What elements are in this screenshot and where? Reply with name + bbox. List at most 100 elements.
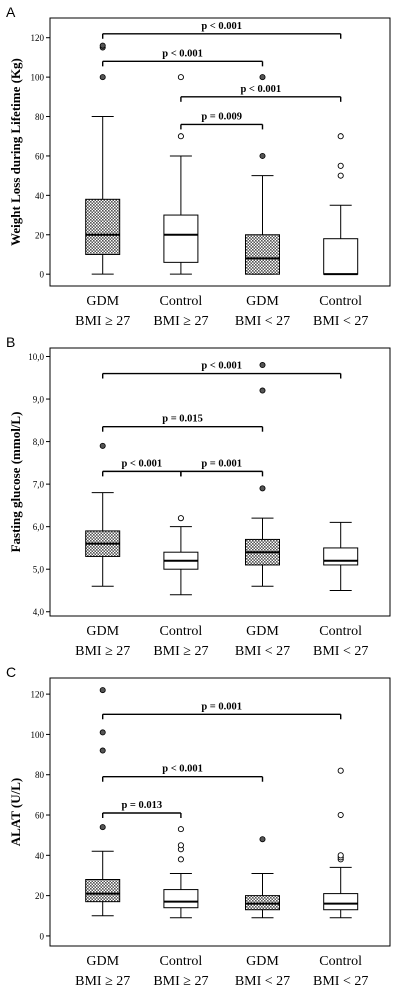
y-axis-label: Weight Loss during Lifetime (Kg) [8,58,23,246]
y-tick-label: 7,0 [33,480,45,490]
category-label: GDM [86,294,119,309]
y-tick-label: 0 [40,931,45,941]
y-tick-label: 60 [35,151,45,161]
p-value-label: p = 0.015 [162,414,203,425]
outlier-point [259,152,266,159]
y-tick-label: 20 [35,891,45,901]
outlier-point [177,515,184,522]
outlier-point [259,362,266,369]
category-label: BMI ≥ 27 [75,644,130,659]
category-label: BMI ≥ 27 [75,314,130,329]
y-axis-label: ALAT (U/L) [8,778,23,847]
category-label: BMI ≥ 27 [153,314,208,329]
outlier-point [337,172,344,179]
y-tick-label: 40 [35,191,45,201]
panel-letter-b: B [6,334,16,350]
outlier-point [337,162,344,169]
outlier-point [99,74,106,81]
outlier-point [99,729,106,736]
p-value-label: p = 0.001 [201,458,242,469]
outlier-point [177,842,184,849]
category-label: BMI < 27 [235,974,290,989]
category-label: BMI < 27 [313,644,368,659]
p-value-label: p < 0.001 [240,84,281,95]
category-label: Control [319,624,362,639]
outlier-point [259,485,266,492]
y-tick-label: 40 [35,851,45,861]
box [323,547,359,566]
y-tick-label: 9,0 [33,395,45,405]
y-tick-label: 80 [35,112,45,122]
outlier-point [337,767,344,774]
panel-letter-c: C [6,664,17,680]
box [323,238,359,275]
category-label: BMI < 27 [313,314,368,329]
p-value-label: p = 0.001 [201,701,242,712]
outlier-point [337,133,344,140]
plot-frame [49,17,391,287]
category-label: GDM [246,624,279,639]
y-tick-label: 100 [31,73,45,83]
box [85,198,121,255]
y-tick-label: 4,0 [33,607,45,617]
y-tick-label: 8,0 [33,437,45,447]
category-label: BMI ≥ 27 [153,644,208,659]
box [245,234,280,275]
p-value-label: p < 0.001 [121,458,162,469]
outlier-point [337,852,344,859]
outlier-point [99,42,106,49]
outlier-point [177,826,184,833]
outlier-point [337,811,344,819]
box [163,889,199,909]
box [85,879,121,903]
panel-letter-a: A [6,4,16,20]
category-label: GDM [246,294,279,309]
p-value-label: p = 0.009 [201,111,242,122]
category-label: BMI < 27 [235,644,290,659]
box [323,893,359,911]
plot-frame [49,347,391,617]
p-value-label: p < 0.001 [201,21,242,32]
y-tick-label: 80 [35,770,45,780]
category-label: BMI < 27 [235,314,290,329]
p-value-label: p < 0.001 [201,361,242,372]
category-label: Control [160,294,203,309]
category-label: Control [319,954,362,969]
y-tick-label: 10,0 [28,352,44,362]
category-label: Control [160,954,203,969]
outlier-point [177,74,184,81]
category-label: BMI ≥ 27 [153,974,208,989]
category-label: BMI < 27 [313,974,368,989]
plot-frame [49,677,391,947]
category-label: GDM [86,954,119,969]
category-label: Control [319,294,362,309]
y-tick-label: 20 [35,230,45,240]
y-tick-label: 100 [31,730,45,740]
p-value-label: p < 0.001 [162,48,203,59]
box [245,895,280,911]
outlier-point [259,74,266,81]
y-axis-label: Fasting glucose (mmol/L) [8,412,23,553]
category-label: Control [160,624,203,639]
outlier-point [99,747,106,754]
category-label: BMI ≥ 27 [75,974,130,989]
outlier-point [177,133,184,140]
y-tick-label: 120 [31,33,45,43]
y-tick-label: 6,0 [33,522,45,532]
category-label: GDM [86,624,119,639]
y-tick-label: 60 [35,811,45,821]
outlier-point [99,442,106,449]
outlier-point [259,836,266,843]
box [163,214,199,263]
y-tick-label: 0 [40,270,45,280]
outlier-point [99,687,106,694]
outlier-point [99,824,106,831]
outlier-point [259,387,266,394]
y-tick-label: 120 [31,690,45,700]
p-value-label: p < 0.001 [162,764,203,775]
y-tick-label: 5,0 [33,565,45,575]
outlier-point [177,856,184,863]
category-label: GDM [246,954,279,969]
p-value-label: p = 0.013 [121,800,162,811]
